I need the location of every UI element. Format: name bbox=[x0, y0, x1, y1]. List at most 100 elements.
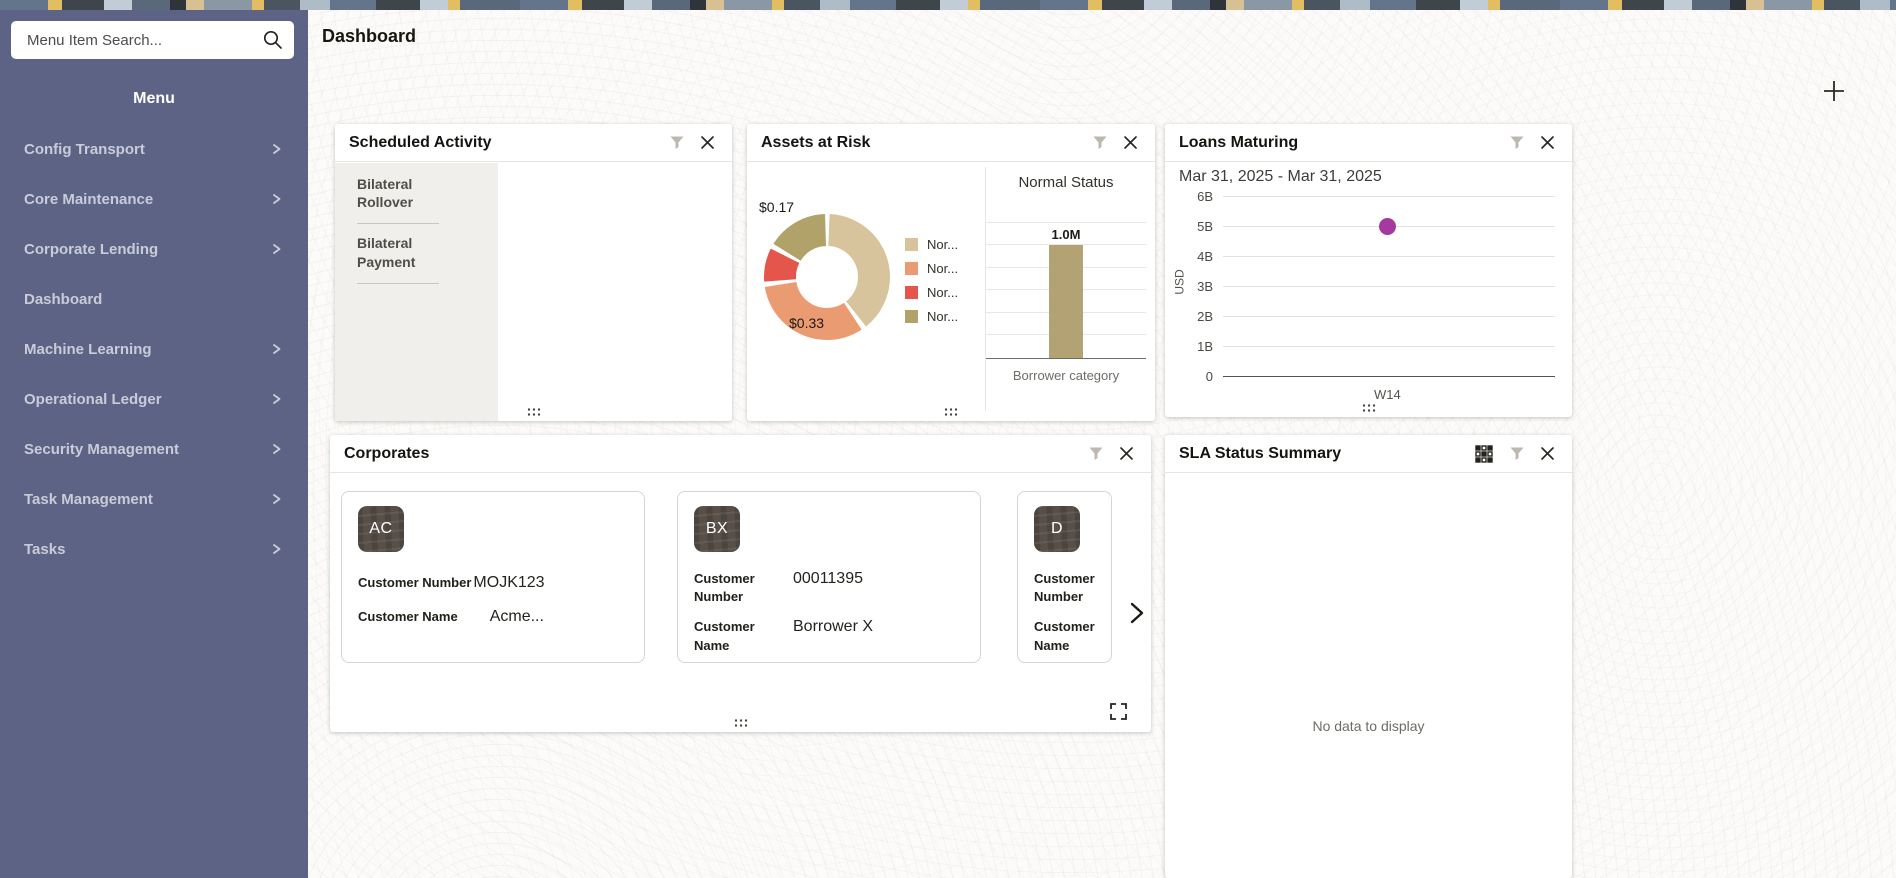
sidebar-item-machine-learning[interactable]: Machine Learning bbox=[0, 324, 308, 374]
field-label: Customer Number bbox=[694, 571, 755, 605]
y-axis-tick-label: 3B bbox=[1197, 279, 1213, 294]
sidebar-item-corporate-lending[interactable]: Corporate Lending bbox=[0, 224, 308, 274]
corporate-cards: AC Customer Number MOJK123 Customer Name Acm… bbox=[330, 474, 1151, 732]
sidebar-item-label: Corporate Lending bbox=[24, 240, 159, 258]
gridline bbox=[1223, 196, 1555, 197]
card-field-number: Customer Number MOJK123 bbox=[358, 574, 644, 592]
legend-swatch bbox=[905, 262, 918, 275]
legend-item[interactable]: Nor... bbox=[905, 309, 958, 324]
expand-icon[interactable] bbox=[1110, 703, 1127, 720]
filter-icon[interactable] bbox=[669, 135, 685, 150]
corporate-card[interactable]: AC Customer Number MOJK123 Customer Name Acm… bbox=[341, 491, 645, 663]
carousel-next-button[interactable] bbox=[1123, 594, 1151, 634]
close-icon[interactable] bbox=[1541, 136, 1554, 149]
sidebar-item-config-transport[interactable]: Config Transport bbox=[0, 124, 308, 174]
filter-icon[interactable] bbox=[1509, 135, 1525, 150]
donut-slice[interactable] bbox=[764, 214, 890, 340]
legend-label: Nor... bbox=[927, 261, 959, 276]
y-axis-tick-label: 0 bbox=[1205, 369, 1213, 384]
card-field-name: Customer Name Borrower X bbox=[694, 618, 980, 654]
donut-slice[interactable] bbox=[764, 214, 890, 340]
gridline bbox=[1223, 376, 1555, 377]
widget-body: Mar 31, 2025 - Mar 31, 2025 USD W14 0 1B 2… bbox=[1165, 163, 1572, 417]
bar-chart-title: Normal Status bbox=[1018, 174, 1114, 191]
add-icon bbox=[1824, 81, 1844, 101]
filter-icon[interactable] bbox=[1509, 446, 1525, 461]
menu-search-input[interactable] bbox=[25, 30, 262, 50]
legend-item[interactable]: Nor... bbox=[905, 261, 958, 276]
bar-value-label: 1.0M bbox=[1051, 227, 1081, 243]
drag-handle-icon[interactable] bbox=[526, 407, 541, 416]
chevron-right-icon bbox=[273, 194, 281, 204]
close-icon[interactable] bbox=[701, 136, 714, 149]
carousel-next-icon bbox=[1130, 602, 1144, 623]
grid-view-icon[interactable] bbox=[1475, 444, 1493, 463]
sidebar-item-label: Task Management bbox=[24, 490, 153, 508]
field-label: Customer Number bbox=[1034, 571, 1095, 605]
donut-slice[interactable] bbox=[764, 214, 890, 340]
widget-scheduled-activity: Scheduled Activity Bilateral Rollover Bil… bbox=[335, 124, 732, 421]
sidebar-item-dashboard[interactable]: Dashboard bbox=[0, 274, 308, 324]
sidebar: Menu Config Transport Core Maintenance Cor… bbox=[0, 10, 308, 878]
card-field-name: Customer Name Acme... bbox=[358, 608, 644, 626]
widget-body: AC Customer Number MOJK123 Customer Name Acm… bbox=[330, 474, 1151, 732]
x-axis-label: Borrower category bbox=[1012, 368, 1120, 383]
field-value: 00011395 bbox=[793, 570, 863, 587]
widget-header: Corporates bbox=[330, 435, 1151, 473]
avatar: D bbox=[1034, 506, 1080, 552]
widget-body: No data to display bbox=[1165, 474, 1572, 878]
filter-icon[interactable] bbox=[1088, 446, 1104, 461]
scatter-chart: W14 0 1B 2B 3B 4B 5B 6B bbox=[1197, 189, 1555, 402]
widget-title: Assets at Risk bbox=[761, 133, 871, 151]
scheduled-activity-item[interactable]: Bilateral Rollover bbox=[357, 165, 439, 225]
bar[interactable] bbox=[1049, 245, 1083, 358]
chevron-right-icon bbox=[273, 244, 281, 254]
y-axis-tick-label: 2B bbox=[1197, 309, 1213, 324]
widget-body: $0.17 $0.33 Nor... Nor... Nor... Nor... Nor… bbox=[747, 163, 1155, 421]
drag-handle-icon[interactable] bbox=[1361, 403, 1376, 412]
menu-title: Menu bbox=[133, 90, 175, 107]
y-axis-title: USD bbox=[1172, 269, 1187, 295]
scatter-point[interactable] bbox=[1379, 218, 1397, 235]
sidebar-item-label: Tasks bbox=[24, 540, 66, 558]
filter-icon[interactable] bbox=[1092, 135, 1108, 150]
donut-chart[interactable] bbox=[762, 212, 892, 342]
sidebar-item-tasks[interactable]: Tasks bbox=[0, 524, 308, 574]
gridline bbox=[1223, 256, 1555, 257]
empty-state-message: No data to display bbox=[1312, 718, 1425, 734]
sidebar-item-label: Dashboard bbox=[24, 290, 103, 308]
widget-title: Loans Maturing bbox=[1179, 133, 1299, 151]
sidebar-item-core-maintenance[interactable]: Core Maintenance bbox=[0, 174, 308, 224]
drag-handle-icon[interactable] bbox=[733, 718, 748, 727]
card-field-number: Customer Number bbox=[1034, 570, 1111, 606]
avatar-initials: AC bbox=[369, 520, 393, 537]
chevron-right-icon bbox=[273, 394, 281, 404]
scheduled-activity-item[interactable]: Bilateral Payment bbox=[357, 224, 439, 284]
search-icon[interactable] bbox=[262, 29, 284, 51]
menu-search-box[interactable] bbox=[11, 21, 294, 59]
sidebar-item-label: Config Transport bbox=[24, 140, 145, 158]
widget-assets-at-risk: Assets at Risk $0.17 $0.33 Nor... Nor... N… bbox=[747, 124, 1155, 421]
sidebar-item-task-management[interactable]: Task Management bbox=[0, 474, 308, 524]
chevron-right-icon bbox=[273, 494, 281, 504]
bar-chart: 1.0M bbox=[986, 200, 1146, 359]
add-widget-button[interactable] bbox=[1814, 72, 1854, 112]
field-label: Customer Name bbox=[358, 609, 458, 625]
widget-header: Assets at Risk bbox=[747, 124, 1155, 162]
y-axis-tick-label: 5B bbox=[1197, 219, 1213, 234]
close-icon[interactable] bbox=[1124, 136, 1137, 149]
drag-handle-icon[interactable] bbox=[943, 407, 959, 416]
legend-item[interactable]: Nor... bbox=[905, 237, 958, 252]
y-axis-tick-label: 4B bbox=[1197, 249, 1213, 264]
sidebar-item-security-management[interactable]: Security Management bbox=[0, 424, 308, 474]
sidebar-item-operational-ledger[interactable]: Operational Ledger bbox=[0, 374, 308, 424]
corporate-card[interactable]: BX Customer Number 00011395 Customer Name Bo… bbox=[677, 491, 981, 663]
donut-data-label: $0.17 bbox=[759, 199, 795, 215]
date-range-label: Mar 31, 2025 - Mar 31, 2025 bbox=[1179, 168, 1382, 185]
close-icon[interactable] bbox=[1120, 447, 1133, 460]
sidebar-item-label: Operational Ledger bbox=[24, 390, 162, 408]
legend-item[interactable]: Nor... bbox=[905, 285, 958, 300]
corporate-card[interactable]: D Customer Number Customer Name bbox=[1017, 491, 1112, 663]
close-icon[interactable] bbox=[1541, 447, 1554, 460]
card-field-name: Customer Name bbox=[1034, 618, 1111, 654]
